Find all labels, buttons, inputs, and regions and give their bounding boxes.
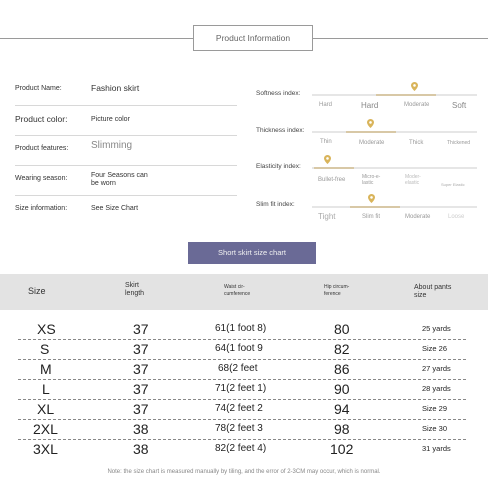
info-label: Product Name: bbox=[15, 85, 62, 92]
info-label: Wearing season: bbox=[15, 175, 68, 182]
column-header-waist: Waist cir- cumference bbox=[224, 284, 251, 297]
row-divider bbox=[18, 359, 466, 360]
cell-waist: 78(2 feet 3 bbox=[215, 423, 263, 434]
index-option: Slim fit bbox=[362, 214, 380, 220]
index-option: Moderate bbox=[359, 140, 385, 146]
index-option: Thickened bbox=[447, 140, 471, 146]
index-option: Moderate bbox=[405, 214, 431, 220]
info-row-season: Wearing season: Four Seasons can be worn bbox=[15, 165, 237, 196]
cell-size: XS bbox=[37, 321, 56, 337]
index-highlight bbox=[350, 206, 400, 208]
cell-pants: Size 30 bbox=[422, 424, 448, 433]
index-option: Moder- elastic bbox=[405, 174, 421, 186]
info-value: Slimming bbox=[91, 140, 133, 151]
index-option: Hard bbox=[319, 102, 333, 108]
index-highlight bbox=[376, 94, 436, 96]
cell-pants: 25 yards bbox=[422, 324, 451, 333]
index-label: Slim fit index: bbox=[256, 201, 295, 208]
cell-waist: 82(2 feet 4) bbox=[215, 443, 267, 454]
cell-waist: 68(2 feet bbox=[218, 363, 258, 374]
index-option: Super Elastic bbox=[441, 182, 465, 187]
index-option: Loose bbox=[448, 214, 465, 220]
location-pin-icon bbox=[324, 155, 331, 164]
cell-waist: 74(2 feet 2 bbox=[215, 403, 263, 414]
info-value: See Size Chart bbox=[91, 205, 139, 212]
cell-hip: 82 bbox=[334, 341, 350, 357]
index-option: Micro-e- lastic bbox=[362, 174, 381, 186]
cell-size: XL bbox=[37, 401, 55, 417]
column-header-length: Skirt length bbox=[125, 282, 145, 297]
index-track bbox=[312, 167, 477, 169]
cell-size: L bbox=[42, 381, 50, 397]
info-row-color: Product color: Picture color bbox=[15, 105, 237, 136]
info-value: Four Seasons can be worn bbox=[91, 172, 148, 187]
location-pin-icon bbox=[367, 119, 374, 128]
column-header-pants: About pants size bbox=[414, 284, 452, 299]
cell-pants: Size 26 bbox=[422, 344, 448, 353]
cell-waist: 61(1 foot 8) bbox=[215, 323, 267, 334]
info-label: Size information: bbox=[15, 205, 68, 212]
cell-length: 37 bbox=[133, 341, 149, 357]
index-label: Softness index: bbox=[256, 90, 301, 97]
location-pin-icon bbox=[368, 194, 375, 203]
index-label: Elasticity index: bbox=[256, 163, 301, 170]
info-row-features: Product features: Slimming bbox=[15, 135, 237, 166]
cell-length: 37 bbox=[133, 361, 149, 377]
index-option: Soft bbox=[452, 101, 467, 110]
row-divider bbox=[18, 339, 466, 340]
cell-hip: 98 bbox=[334, 421, 350, 437]
index-highlight bbox=[314, 167, 354, 169]
index-option: Thin bbox=[320, 139, 332, 145]
row-divider bbox=[18, 379, 466, 380]
info-value: Picture color bbox=[91, 116, 130, 123]
size-chart-banner: Short skirt size chart bbox=[188, 242, 316, 264]
cell-pants: 28 yards bbox=[422, 384, 451, 393]
header-rule-left bbox=[0, 38, 193, 39]
cell-size: M bbox=[40, 361, 52, 377]
cell-length: 37 bbox=[133, 401, 149, 417]
cell-waist: 71(2 feet 1) bbox=[215, 383, 267, 394]
info-row-name: Product Name: Fashion skirt bbox=[15, 75, 237, 106]
cell-length: 37 bbox=[133, 321, 149, 337]
index-option: Moderate bbox=[404, 102, 430, 108]
row-divider bbox=[18, 439, 466, 440]
cell-hip: 90 bbox=[334, 381, 350, 397]
cell-length: 38 bbox=[133, 421, 149, 437]
cell-hip: 94 bbox=[334, 401, 350, 417]
info-label: Product color: bbox=[15, 114, 68, 124]
cell-waist: 64(1 foot 9 bbox=[215, 343, 263, 354]
header-rule-right bbox=[313, 38, 488, 39]
info-label: Product features: bbox=[15, 145, 69, 152]
row-divider bbox=[18, 419, 466, 420]
index-option: Bullet-free bbox=[318, 177, 346, 183]
cell-length: 37 bbox=[133, 381, 149, 397]
cell-hip: 86 bbox=[334, 361, 350, 377]
row-divider bbox=[18, 399, 466, 400]
cell-length: 38 bbox=[133, 441, 149, 457]
cell-pants: Size 29 bbox=[422, 404, 448, 413]
column-header-hip: Hip circum- ference bbox=[324, 284, 350, 297]
cell-hip: 102 bbox=[330, 441, 354, 457]
cell-size: 3XL bbox=[33, 441, 58, 457]
index-option: Thick bbox=[409, 140, 424, 146]
size-chart-note: Note: the size chart is measured manuall… bbox=[107, 469, 381, 475]
info-row-size: Size information: See Size Chart bbox=[15, 195, 237, 225]
cell-pants: 31 yards bbox=[422, 444, 451, 453]
cell-hip: 80 bbox=[334, 321, 350, 337]
size-table-header: Size Skirt length Waist cir- cumference … bbox=[0, 274, 488, 310]
section-title: Product Information bbox=[193, 25, 313, 51]
index-option: Hard bbox=[361, 101, 379, 110]
cell-size: 2XL bbox=[33, 421, 58, 437]
info-value: Fashion skirt bbox=[91, 83, 140, 93]
cell-size: S bbox=[40, 341, 50, 357]
column-header-size: Size bbox=[28, 286, 46, 296]
index-label: Thickness index: bbox=[256, 127, 305, 134]
location-pin-icon bbox=[411, 82, 418, 91]
cell-pants: 27 yards bbox=[422, 364, 451, 373]
index-highlight bbox=[346, 131, 396, 133]
index-option: Tight bbox=[318, 212, 336, 221]
